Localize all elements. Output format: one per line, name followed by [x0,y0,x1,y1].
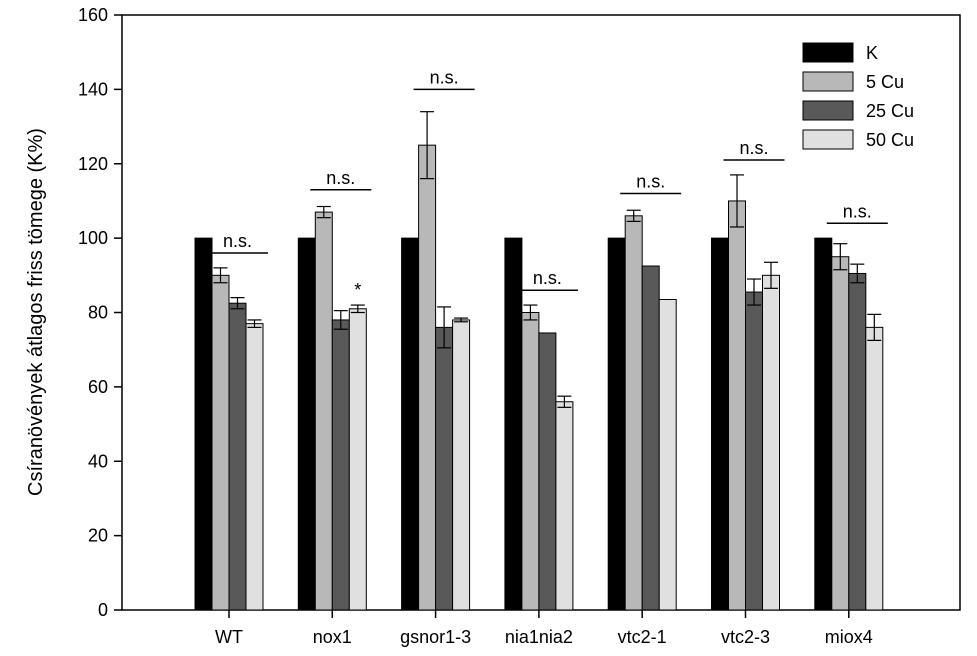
bar [194,237,213,611]
y-tick-label: 160 [78,5,108,25]
bar [331,319,350,611]
bar [211,274,230,611]
bar [401,237,420,611]
bar [297,237,316,611]
error-bar [764,261,778,289]
bar [348,308,367,611]
error-bar [213,267,228,284]
bar [418,144,437,611]
bar [624,215,643,611]
annotations: n.s. n.s. * n.s. n.s. n.s. n.s. n.s. [207,67,888,300]
comparison-label: n.s. [326,168,355,188]
y-tick-label: 60 [88,377,108,397]
bar [762,274,780,611]
bar [865,326,884,611]
legend-swatch [802,71,854,92]
x-tick-label: WT [215,627,243,647]
bar [848,272,867,611]
legend-label: 25 Cu [866,101,914,121]
error-bar [730,174,744,228]
legend-label: 5 Cu [866,72,904,92]
bar [228,302,247,611]
comparison-label: n.s. [739,138,768,158]
y-tick-label: 40 [88,451,108,471]
y-tick-label: 0 [98,600,108,620]
error-bars [213,111,882,408]
legend-label: 50 Cu [866,130,914,150]
x-tick-label: vtc2-1 [618,627,667,647]
bar [435,326,454,611]
error-bar [316,205,331,219]
bar [555,401,574,611]
bar [745,291,763,611]
y-tick-label: 20 [88,526,108,546]
x-tick-label: nox1 [313,627,352,647]
error-bar [850,263,865,284]
error-bar [420,111,435,180]
error-bar [454,317,469,323]
y-tick-label: 120 [78,154,108,174]
legend-label: K [866,43,878,63]
error-bar [437,306,452,349]
legend-swatch [802,100,854,121]
bar [641,265,660,611]
legend: K 5 Cu 25 Cu 50 Cu [802,42,914,150]
comparison-label: n.s. [533,268,562,288]
bar [521,312,540,611]
bar [607,237,626,611]
bar [728,200,746,611]
bar [831,256,850,611]
y-tick-label: 100 [78,228,108,248]
y-tick-label: 80 [88,303,108,323]
error-bar [626,209,641,222]
comparison-label: n.s. [636,172,665,192]
bars [194,144,884,611]
error-bar [230,297,245,310]
bar [658,298,677,611]
legend-swatch [802,42,854,63]
legend-swatch [802,129,854,150]
error-bar [557,395,572,408]
comparison-label: n.s. [430,67,459,87]
error-bar [247,319,262,328]
bar [245,323,264,611]
bar [814,237,833,611]
bar [538,332,557,611]
y-axis-label: Csíranövények átlagos friss tömege (K%) [25,128,47,496]
error-bar [333,310,348,330]
x-tick-label: miox4 [825,627,873,647]
error-bar [350,304,365,314]
significance-mark: * [354,280,361,300]
error-bar [523,304,538,321]
error-bar [747,278,761,306]
error-bar [867,313,882,341]
y-tick-label: 140 [78,79,108,99]
bar [711,237,729,611]
comparison-label: n.s. [223,231,252,251]
x-tick-label: gsnor1-3 [400,627,471,647]
bar [452,319,471,611]
comparison-label: n.s. [843,201,872,221]
x-tick-label: nia1nia2 [505,627,573,647]
bar [314,211,333,611]
x-tick-label: vtc2-3 [721,627,770,647]
error-bar [833,243,848,271]
bar [504,237,523,611]
